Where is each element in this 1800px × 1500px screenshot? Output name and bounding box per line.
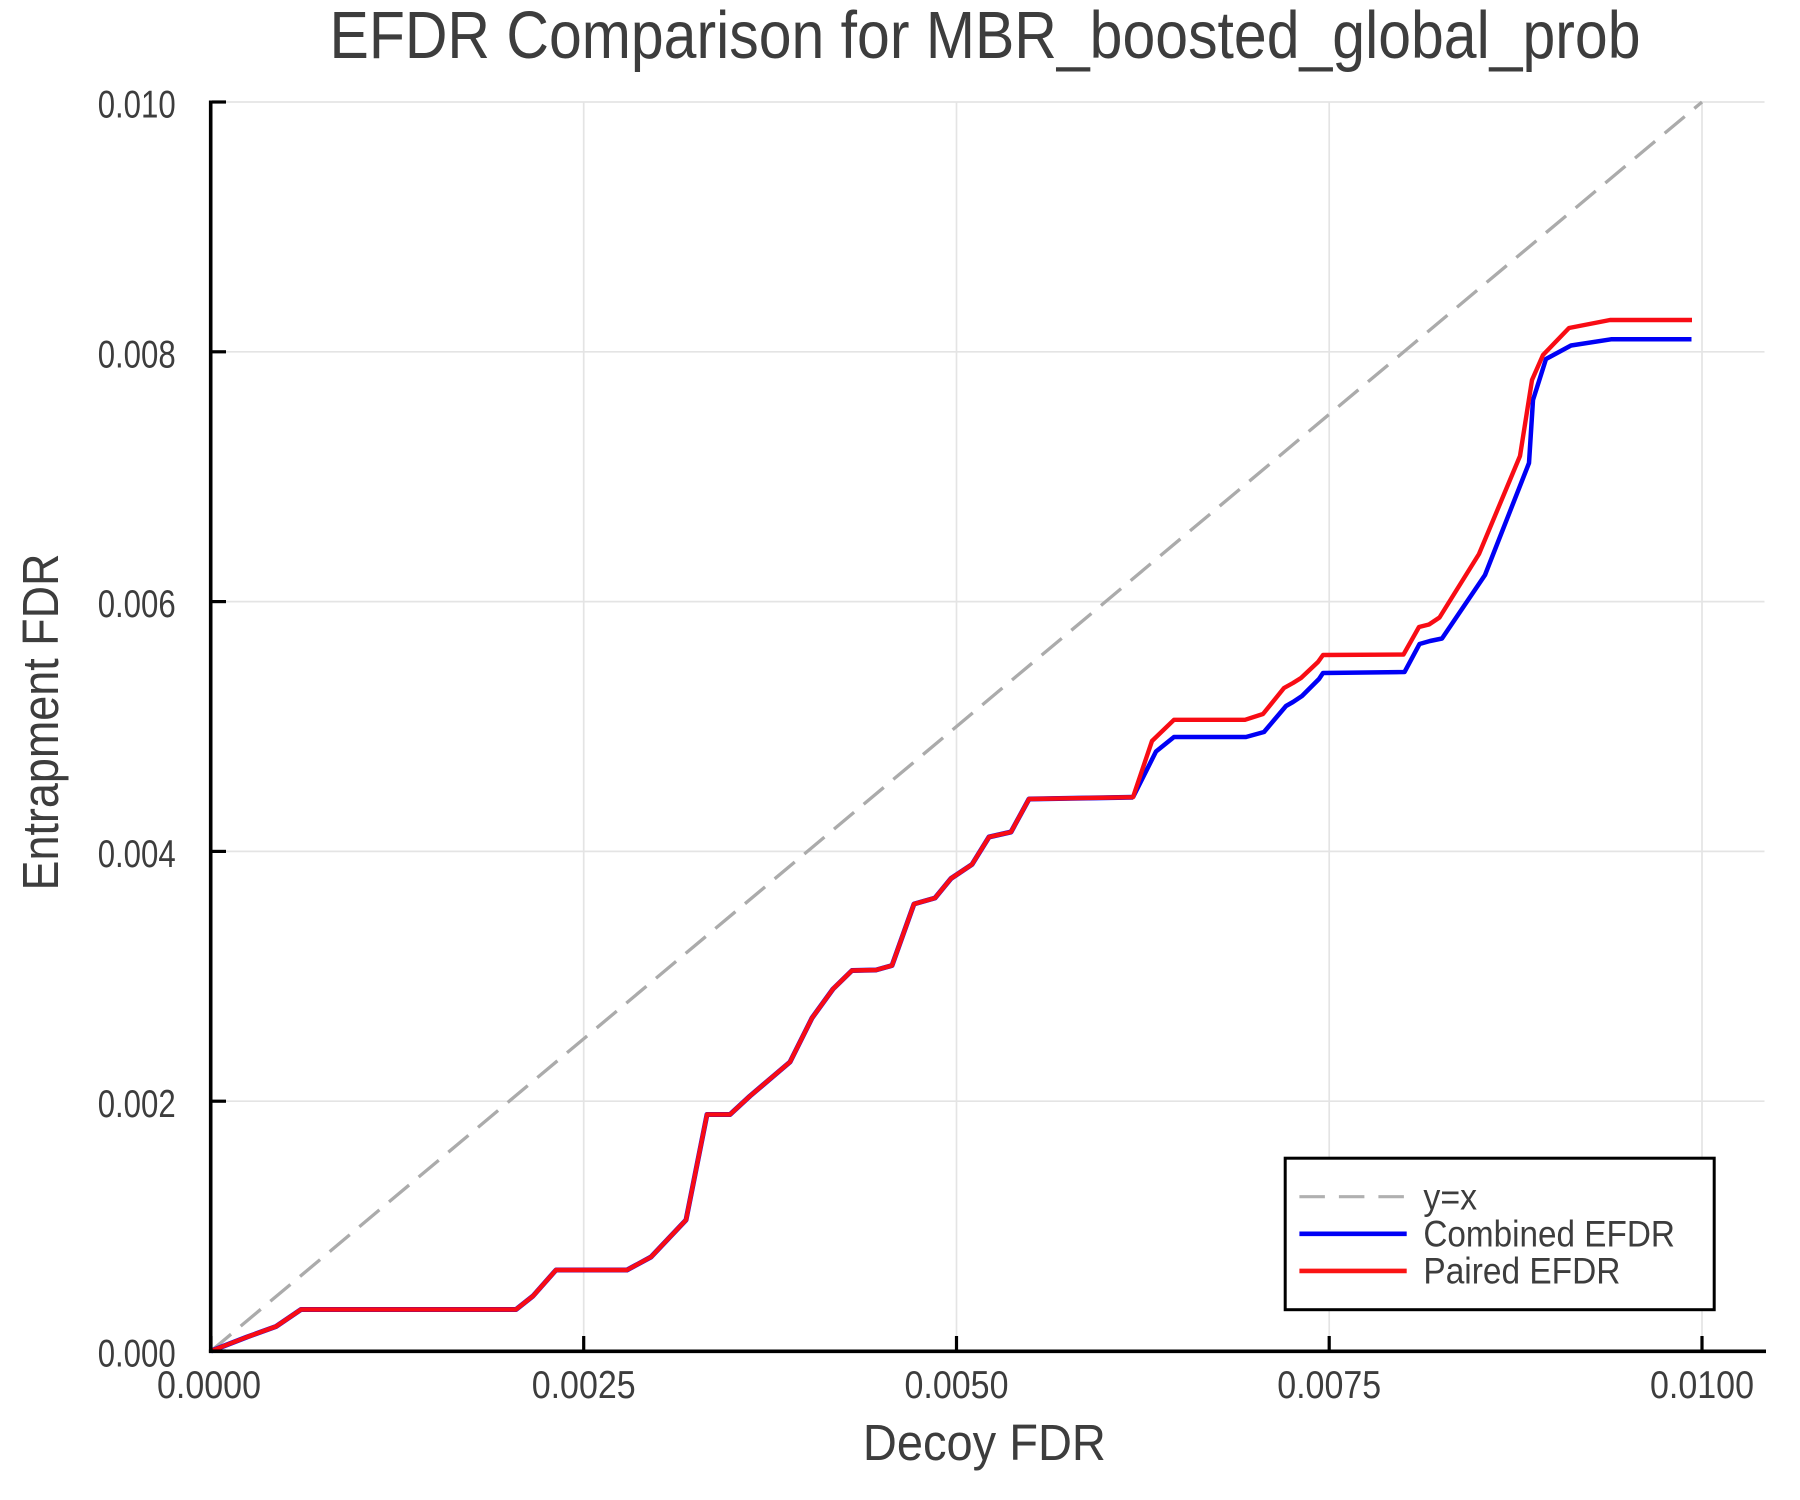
svg-text:Paired EFDR: Paired EFDR — [1423, 1250, 1620, 1291]
svg-text:Entrapment FDR: Entrapment FDR — [12, 554, 69, 891]
svg-text:0.004: 0.004 — [98, 833, 176, 876]
svg-text:0.010: 0.010 — [98, 84, 176, 127]
svg-text:0.008: 0.008 — [98, 333, 176, 376]
svg-text:Decoy FDR: Decoy FDR — [863, 1414, 1106, 1471]
svg-text:0.0000: 0.0000 — [157, 1364, 261, 1407]
svg-text:0.0100: 0.0100 — [1650, 1364, 1754, 1407]
svg-text:0.0025: 0.0025 — [532, 1364, 636, 1407]
svg-text:y=x: y=x — [1423, 1177, 1477, 1218]
svg-text:0.0075: 0.0075 — [1277, 1364, 1381, 1407]
svg-text:0.002: 0.002 — [98, 1083, 176, 1126]
svg-text:0.0050: 0.0050 — [905, 1364, 1009, 1407]
svg-text:0.006: 0.006 — [98, 583, 176, 626]
svg-text:0.000: 0.000 — [98, 1333, 176, 1376]
svg-text:EFDR Comparison for MBR_booste: EFDR Comparison for MBR_boosted_global_p… — [330, 0, 1641, 73]
svg-text:Combined EFDR: Combined EFDR — [1423, 1213, 1675, 1254]
